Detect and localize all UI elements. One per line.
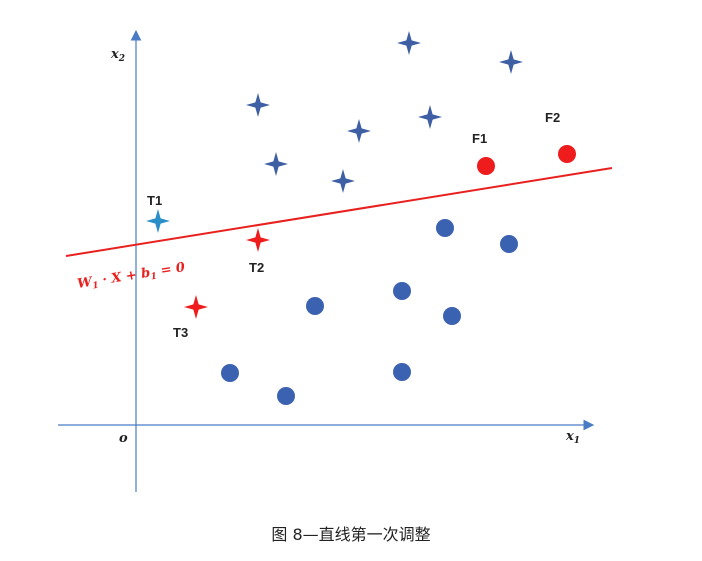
figure-caption: 图 8—直线第一次调整 xyxy=(271,525,431,544)
x-axis-label: x1 xyxy=(565,429,580,446)
circle-point xyxy=(393,282,411,300)
circle-point xyxy=(443,307,461,325)
label-f2: F2 xyxy=(545,110,560,125)
positive-samples xyxy=(246,31,523,193)
circle-point xyxy=(500,235,518,253)
circle-point xyxy=(393,363,411,381)
circle-point xyxy=(277,387,295,405)
label-f1: F1 xyxy=(472,131,487,146)
star-point xyxy=(264,152,288,176)
highlighted-samples xyxy=(146,145,576,319)
point-t2 xyxy=(246,228,270,252)
point-f1 xyxy=(477,157,495,175)
point-t3 xyxy=(184,295,208,319)
line-equation: W1 · X + b1 = 0 xyxy=(76,260,186,294)
star-point xyxy=(499,50,523,74)
negative-samples xyxy=(221,219,518,405)
decision-line xyxy=(65,167,613,257)
star-point xyxy=(331,169,355,193)
star-point xyxy=(347,119,371,143)
circle-point xyxy=(436,219,454,237)
circle-point xyxy=(306,297,324,315)
label-t3: T3 xyxy=(173,325,188,340)
label-t1: T1 xyxy=(147,193,162,208)
star-point xyxy=(246,93,270,117)
star-point xyxy=(397,31,421,55)
origin-label: o xyxy=(119,431,128,446)
point-f2 xyxy=(558,145,576,163)
point-t1 xyxy=(146,209,170,233)
y-axis-label: x2 xyxy=(110,47,125,64)
label-t2: T2 xyxy=(249,260,264,275)
circle-point xyxy=(221,364,239,382)
star-point xyxy=(418,105,442,129)
